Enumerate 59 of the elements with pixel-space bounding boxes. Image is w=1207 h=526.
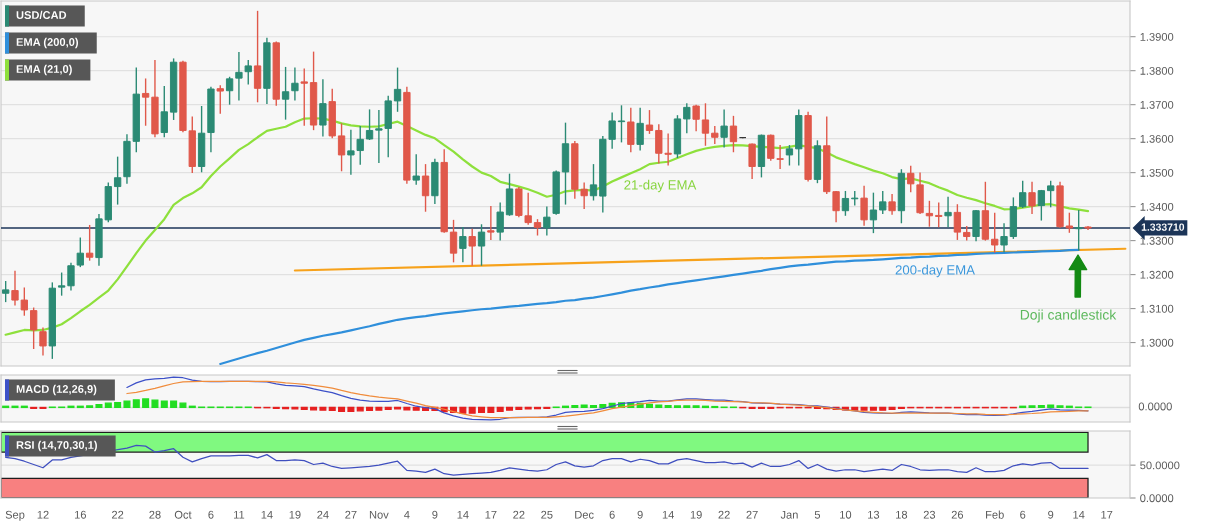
x-tick-label: Nov — [369, 510, 389, 519]
text: MACD (12,26,9) — [16, 384, 97, 396]
y-tick-label: 1.3900 — [1140, 32, 1174, 41]
x-tick-label: 17 — [1101, 510, 1113, 519]
x-tick-label: 6 — [609, 510, 615, 519]
annotation: 21-day EMA — [624, 179, 697, 193]
x-tick-label: 27 — [746, 510, 758, 519]
y-tick-label: 1.3800 — [1140, 66, 1174, 75]
x-tick-label: 9 — [637, 510, 643, 519]
x-tick-label: Oct — [174, 510, 192, 519]
x-tick-label: Feb — [986, 510, 1004, 519]
ref-line-label: 1.333710 — [1141, 223, 1185, 231]
x-tick-label: 12 — [37, 510, 49, 519]
x-tick-label: 22 — [112, 510, 124, 519]
x-tick-label: 18 — [896, 510, 908, 519]
y-tick-label: 1.3300 — [1140, 236, 1174, 245]
x-tick-label: 6 — [208, 510, 214, 519]
x-tick-label: Sep — [5, 510, 25, 521]
y-tick-label: 0.0000 — [1140, 494, 1174, 503]
y-tick-label: 50.0000 — [1140, 461, 1180, 470]
x-tick-label: 19 — [289, 510, 301, 519]
x-tick-label: 17 — [485, 510, 497, 519]
x-tick-label: 22 — [718, 510, 730, 519]
x-tick-label: 14 — [261, 510, 273, 519]
y-tick-label: 1.3500 — [1140, 168, 1174, 177]
x-tick-label: 9 — [1048, 510, 1054, 519]
x-tick-label: 19 — [690, 510, 702, 519]
x-tick-label: 14 — [1073, 510, 1085, 519]
x-tick-label: 27 — [345, 510, 357, 519]
text: RSI (14,70,30,1) — [16, 440, 97, 452]
x-tick-label: 22 — [513, 510, 525, 519]
x-tick-label: 23 — [923, 510, 936, 519]
x-tick-label: 11 — [234, 510, 245, 519]
x-tick-label: 25 — [541, 510, 553, 519]
x-tick-label: Dec — [575, 510, 594, 519]
x-tick-label: 13 — [868, 510, 880, 519]
legend-label: EMA (21,0) — [16, 64, 72, 76]
x-tick-label: 16 — [74, 510, 86, 519]
y-tick-label: 1.3000 — [1140, 338, 1174, 347]
annotation: 200-day EMA — [895, 264, 975, 278]
x-tick-label: Jan — [780, 510, 798, 519]
y-tick-label: 1.3200 — [1140, 270, 1174, 279]
x-tick-label: 9 — [432, 510, 438, 519]
legend-label: EMA (200,0) — [16, 37, 79, 49]
y-tick-label: 1.3700 — [1140, 100, 1174, 109]
x-tick-label: 28 — [149, 510, 161, 519]
x-tick-label: 6 — [1020, 510, 1026, 519]
text: USD/CAD — [16, 10, 67, 20]
x-tick-label: 14 — [457, 510, 469, 519]
x-tick-label: 10 — [840, 510, 852, 519]
y-tick-label: 1.3100 — [1140, 304, 1174, 313]
x-tick-label: 26 — [951, 510, 964, 519]
x-tick-label: 5 — [814, 510, 821, 519]
annotation: Doji candlestick — [1020, 309, 1117, 323]
y-tick-label: 1.3600 — [1140, 134, 1174, 143]
x-tick-label: 14 — [662, 510, 674, 519]
x-tick-label: 24 — [317, 510, 329, 519]
x-tick-label: 4 — [404, 510, 410, 519]
y-tick-label: 1.3400 — [1140, 202, 1174, 211]
